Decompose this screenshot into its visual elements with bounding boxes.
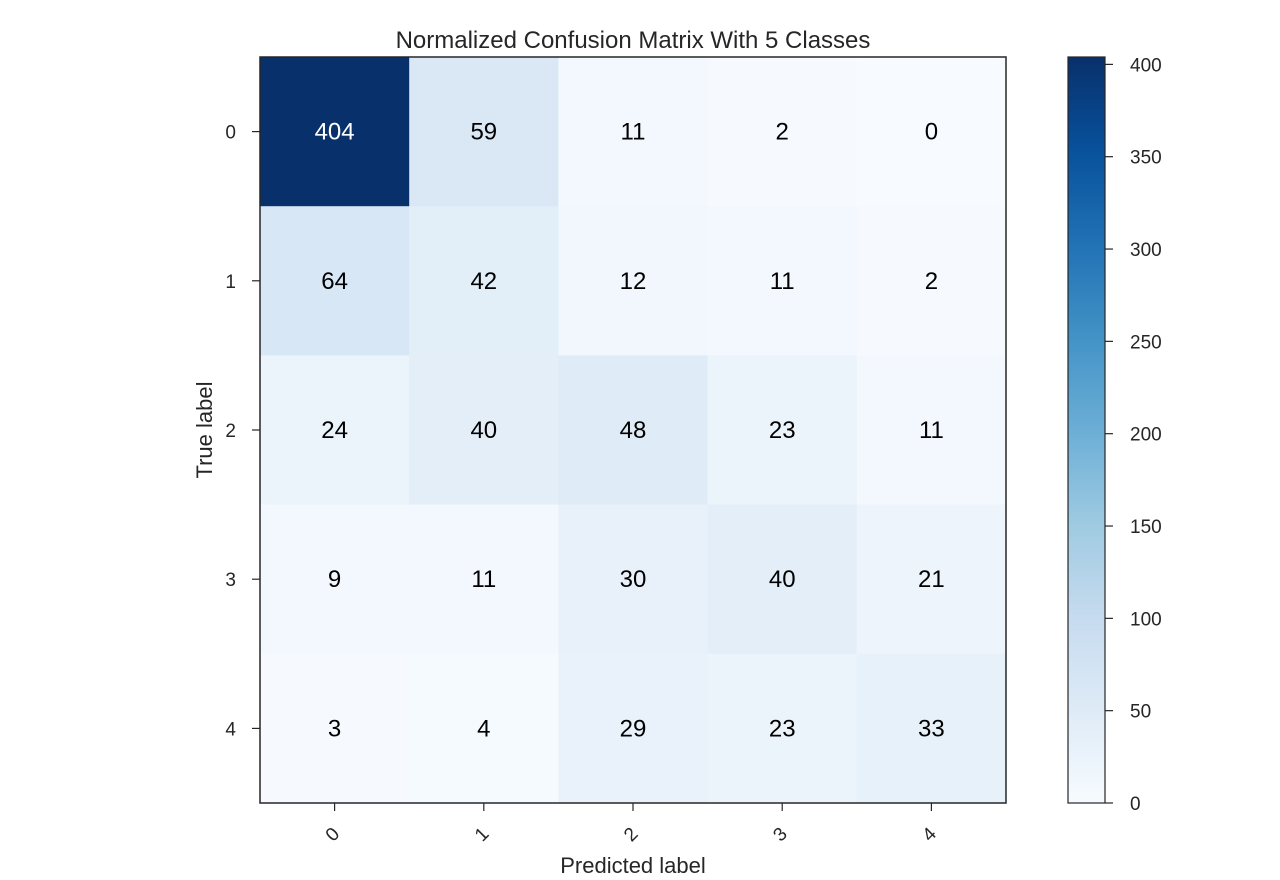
cell-value-3-2: 30 — [620, 566, 647, 593]
y-axis-label: True label — [192, 381, 217, 478]
cell-value-3-0: 9 — [328, 566, 341, 593]
heatmap-cell-4-4 — [856, 653, 1007, 804]
heatmap-cell-1-1 — [409, 206, 559, 356]
cell-value-2-4: 11 — [919, 417, 944, 444]
heatmap-cell-labels: 404 59 11 2 0 64 42 12 11 2 24 40 48 23 11 9 11 30 40 21 3 4 2… — [315, 119, 945, 743]
y-tick-label-1: 1 — [225, 272, 236, 293]
cell-value-4-2: 29 — [620, 715, 647, 742]
x-tick-label-4: 4 — [919, 823, 942, 846]
heatmap-cell-2-0 — [260, 355, 410, 506]
cell-value-4-3: 23 — [769, 715, 796, 742]
x-tick-label-3: 3 — [769, 824, 791, 846]
colorbar-tick-label-5: 250 — [1130, 332, 1162, 353]
cell-value-2-3: 23 — [769, 417, 796, 444]
x-axis-ticks: 0 1 2 3 4 — [322, 803, 941, 846]
colorbar-tick-label-6: 300 — [1130, 240, 1162, 261]
cell-value-0-2: 11 — [621, 119, 646, 146]
colorbar-tick-label-3: 150 — [1130, 517, 1162, 538]
y-tick-label-0: 0 — [225, 123, 236, 144]
y-tick-label-4: 4 — [225, 719, 236, 740]
cell-value-1-3: 11 — [770, 268, 795, 295]
heatmap-cell-4-3 — [707, 653, 858, 804]
y-tick-label-2: 2 — [225, 421, 236, 442]
colorbar-tick-label-2: 100 — [1130, 609, 1162, 630]
cell-value-3-3: 40 — [769, 566, 796, 593]
y-axis-ticks: 0 1 2 3 4 — [225, 123, 260, 740]
heatmap-cell-1-2 — [558, 206, 709, 356]
cell-value-4-4: 33 — [918, 715, 945, 742]
colorbar-tick-label-1: 50 — [1130, 702, 1151, 723]
cell-value-4-0: 3 — [328, 715, 341, 742]
cell-value-0-0: 404 — [315, 119, 355, 146]
colorbar-tick-label-8: 400 — [1130, 55, 1162, 76]
heatmap-cell-0-3 — [707, 57, 858, 207]
heatmap-cell-3-3 — [707, 504, 858, 655]
y-tick-label-3: 3 — [225, 570, 236, 591]
heatmap-cell-1-3 — [707, 206, 858, 356]
colorbar-tick-label-0: 0 — [1130, 794, 1141, 815]
cell-value-2-1: 40 — [470, 417, 497, 444]
cell-value-1-0: 64 — [321, 268, 348, 295]
heatmap-cell-0-1 — [409, 57, 559, 207]
colorbar: 0 50 100 150 200 250 300 350 400 — [1067, 55, 1162, 815]
heatmap-cell-4-2 — [558, 653, 709, 804]
heatmap-cell-1-4 — [856, 206, 1007, 356]
heatmap-cell-4-0 — [260, 653, 410, 804]
heatmap-cell-1-0 — [260, 206, 410, 356]
cell-value-1-2: 12 — [620, 268, 647, 295]
cell-value-3-4: 21 — [918, 566, 945, 593]
heatmap-cell-2-1 — [409, 355, 559, 506]
heatmap-cells — [260, 57, 1007, 804]
cell-value-2-2: 48 — [620, 417, 647, 444]
heatmap-cell-4-1 — [409, 653, 559, 804]
chart-title: Normalized Confusion Matrix With 5 Class… — [396, 27, 871, 54]
heatmap-cell-3-2 — [558, 504, 709, 655]
x-tick-label-1: 1 — [471, 824, 493, 846]
heatmap-cell-3-0 — [260, 504, 410, 655]
colorbar-tick-label-4: 200 — [1130, 425, 1162, 446]
cell-value-3-1: 11 — [471, 566, 496, 593]
heatmap-cell-0-4 — [856, 57, 1007, 207]
cell-value-0-4: 0 — [925, 119, 938, 146]
heatmap-cell-0-2 — [558, 57, 709, 207]
colorbar-gradient — [1067, 56, 1106, 804]
x-axis-label: Predicted label — [560, 853, 706, 878]
cell-value-2-0: 24 — [321, 417, 348, 444]
x-tick-label-2: 2 — [620, 824, 642, 846]
heatmap-cell-3-1 — [409, 504, 559, 655]
heatmap-cell-2-3 — [707, 355, 858, 506]
cell-value-0-1: 59 — [470, 119, 497, 146]
cell-value-1-1: 42 — [470, 268, 497, 295]
colorbar-tick-label-7: 350 — [1130, 148, 1162, 169]
x-tick-label-0: 0 — [322, 824, 344, 846]
heatmap-cell-2-4 — [856, 355, 1007, 506]
heatmap-cell-3-4 — [856, 504, 1007, 655]
cell-value-4-1: 4 — [477, 715, 490, 742]
heatmap-cell-2-2 — [558, 355, 709, 506]
cell-value-0-3: 2 — [776, 119, 789, 146]
cell-value-1-4: 2 — [925, 268, 938, 295]
heatmap-cell-0-0 — [260, 57, 410, 207]
